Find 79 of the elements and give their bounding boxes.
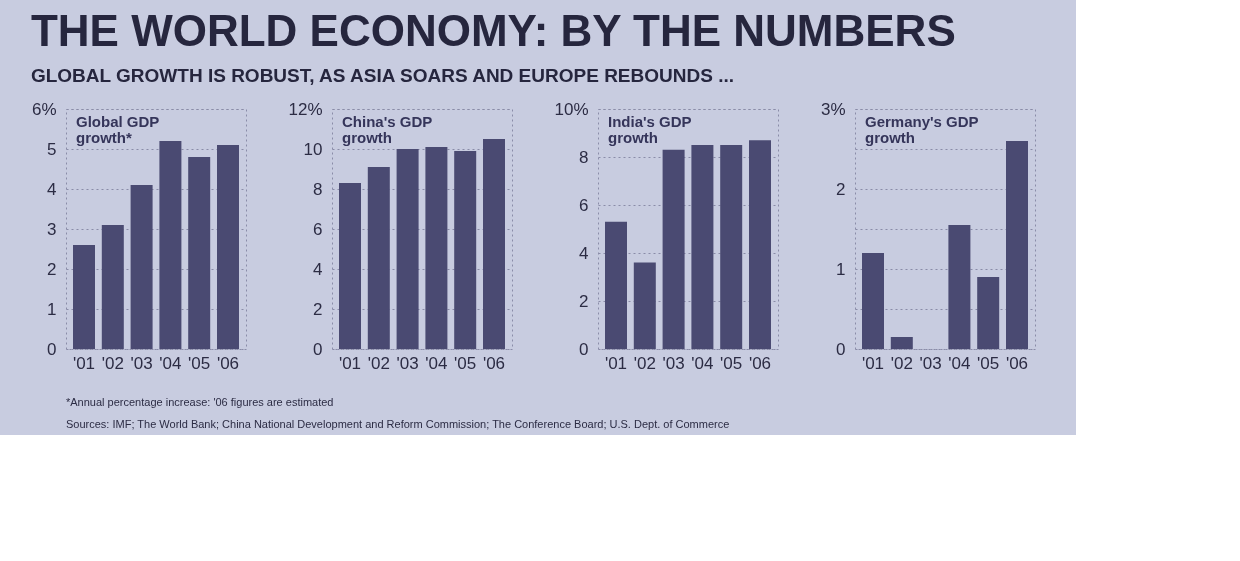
y-tick-label: 4 [579,243,589,263]
bar [101,225,124,349]
bar [217,145,239,349]
y-tick-label: 2 [313,299,323,319]
x-tick-label: '04 [425,353,448,373]
annotation: China's GDP growth [342,113,433,146]
x-tick-label: '01 [861,353,885,373]
bar [977,277,1000,349]
y-tick-label: 1 [47,299,57,319]
y-tick-label: 3% [820,99,846,119]
y-tick-label: 2 [47,259,57,279]
bar [1006,141,1028,349]
x-tick-label: '03 [396,353,419,373]
x-tick-label: '06 [1005,353,1029,373]
x-tick-label: '02 [890,353,913,373]
bar [188,157,211,349]
annotation: Global GDP growth* [76,113,160,146]
y-tick-label: 4 [313,259,323,279]
bar [662,149,685,349]
bar [425,147,448,349]
x-tick-label: '03 [662,353,685,373]
x-tick-label: '04 [948,353,971,373]
text: THE WORLD ECONOMY: BY THE NUMBERS [30,5,956,55]
x-tick-label: '05 [720,353,743,373]
x-tick-label: '03 [130,353,153,373]
x-tick-label: '02 [367,353,390,373]
bar [396,149,419,349]
y-tick-label: 5 [47,139,57,159]
y-tick-label: 12% [288,99,323,119]
y-tick-label: 6 [313,219,323,239]
y-tick-label: 2 [836,179,846,199]
y-tick-label: 3 [47,219,57,239]
y-tick-label: 8 [313,179,323,199]
bar [159,141,182,349]
x-tick-label: '01 [604,353,628,373]
bar [862,253,884,349]
x-tick-label: '01 [338,353,362,373]
x-tick-label: '04 [159,353,182,373]
x-tick-label: '04 [691,353,714,373]
x-tick-label: '01 [72,353,96,373]
x-tick-label: '05 [454,353,477,373]
bar [633,262,656,349]
y-tick-label: 0 [313,339,323,359]
y-tick-label: 0 [579,339,589,359]
bar [720,145,743,349]
y-tick-label: 8 [579,147,589,167]
bar [948,225,971,349]
x-tick-label: '02 [101,353,124,373]
bar [605,221,627,349]
bar [749,140,771,349]
annotation: Germany's GDP growth [865,113,979,146]
x-tick-label: '06 [216,353,240,373]
x-tick-label: '05 [977,353,1000,373]
y-tick-label: 0 [836,339,846,359]
y-tick-label: 2 [579,291,589,311]
annotation: India's GDP growth [608,113,692,146]
y-tick-label: 4 [47,179,57,199]
x-tick-label: '06 [482,353,506,373]
bar [73,245,95,349]
bar [367,167,390,349]
bar [483,139,505,349]
y-tick-label: 6% [31,99,57,119]
x-tick-label: '06 [748,353,772,373]
y-tick-label: 6 [579,195,589,215]
bar [130,185,153,349]
bar [890,337,913,349]
text: GLOBAL GROWTH IS ROBUST, AS ASIA SOARS AND EUROPE REBOUNDS ... [30,64,734,86]
x-tick-label: '05 [188,353,211,373]
y-tick-label: 10 [303,139,323,159]
bar [691,145,714,349]
x-tick-label: '03 [919,353,942,373]
text: *Annual percentage increase: '06 figures are estimated [66,396,334,408]
bar [339,183,361,349]
y-tick-label: 10% [554,99,589,119]
bar [454,151,477,349]
y-tick-label: 1 [836,259,846,279]
source-note: Sources: IMF; The World Bank; China National Development and Reform Commission; The Conference Board; U.S. Dept. of Commerce [66,418,730,430]
y-tick-label: 0 [47,339,57,359]
x-tick-label: '02 [633,353,656,373]
